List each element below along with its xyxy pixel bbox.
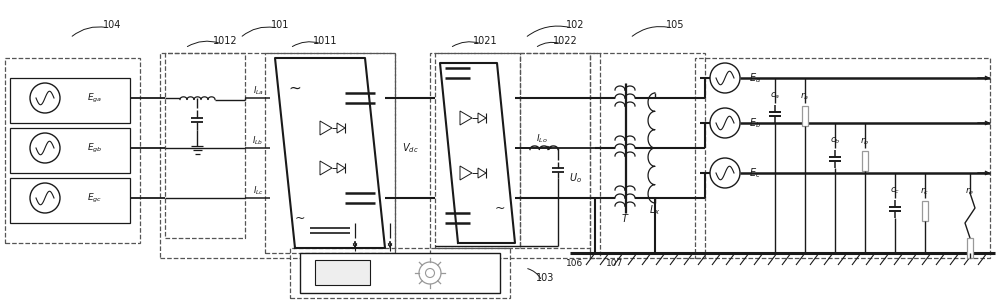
Text: $E_c$: $E_c$ xyxy=(749,166,761,180)
Polygon shape xyxy=(337,163,345,173)
Bar xyxy=(10,128,130,173)
Polygon shape xyxy=(320,121,332,135)
Polygon shape xyxy=(320,161,332,175)
Text: 105: 105 xyxy=(666,20,684,30)
Text: $r_c$: $r_c$ xyxy=(920,185,930,197)
Bar xyxy=(435,53,520,248)
Bar xyxy=(967,238,973,258)
Text: $r_b$: $r_b$ xyxy=(860,135,870,147)
Polygon shape xyxy=(460,111,472,125)
Bar xyxy=(922,201,928,221)
Text: $E_b$: $E_b$ xyxy=(749,116,761,130)
Bar xyxy=(590,53,705,258)
Text: ~: ~ xyxy=(295,211,305,225)
Text: 1011: 1011 xyxy=(313,36,337,46)
Text: $r_e$: $r_e$ xyxy=(965,185,975,197)
Text: $E_{ga}$: $E_{ga}$ xyxy=(87,92,103,105)
Bar xyxy=(695,58,990,258)
Text: $U_o$: $U_o$ xyxy=(569,171,581,185)
Bar xyxy=(315,260,370,285)
Polygon shape xyxy=(478,113,486,123)
Text: $I_{La}$: $I_{La}$ xyxy=(253,85,263,97)
Bar xyxy=(802,106,808,126)
Text: $I_{Lc}$: $I_{Lc}$ xyxy=(253,185,263,197)
Text: 1021: 1021 xyxy=(473,36,497,46)
Text: 101: 101 xyxy=(271,20,289,30)
Polygon shape xyxy=(337,123,345,133)
Bar xyxy=(160,53,395,258)
Text: $V_{dc}$: $V_{dc}$ xyxy=(402,141,418,155)
Bar xyxy=(265,53,395,253)
Bar xyxy=(430,53,600,258)
Text: $L_x$: $L_x$ xyxy=(649,203,661,217)
Text: $c_a$: $c_a$ xyxy=(770,91,780,101)
Text: 103: 103 xyxy=(536,273,554,283)
Text: $E_a$: $E_a$ xyxy=(749,71,761,85)
Text: $E_{gc}$: $E_{gc}$ xyxy=(87,191,103,205)
Bar xyxy=(290,248,510,298)
Polygon shape xyxy=(478,168,486,178)
Text: $I_{Lb}$: $I_{Lb}$ xyxy=(252,135,264,147)
Bar xyxy=(10,178,130,223)
Text: 102: 102 xyxy=(566,20,584,30)
Text: $c_c$: $c_c$ xyxy=(890,186,900,196)
Text: 1022: 1022 xyxy=(553,36,577,46)
Text: $T$: $T$ xyxy=(621,212,629,224)
Text: 1012: 1012 xyxy=(213,36,237,46)
Text: ~: ~ xyxy=(289,81,301,95)
Bar xyxy=(5,58,140,243)
Text: $I_{Lo}$: $I_{Lo}$ xyxy=(536,133,548,145)
Text: $E_{gb}$: $E_{gb}$ xyxy=(87,142,103,155)
Polygon shape xyxy=(460,166,472,180)
Bar xyxy=(300,253,500,293)
Bar xyxy=(165,53,245,238)
Text: ~: ~ xyxy=(495,201,505,215)
Text: $c_b$: $c_b$ xyxy=(830,136,840,146)
Bar xyxy=(520,53,590,248)
Text: $r_a$: $r_a$ xyxy=(800,90,810,102)
Bar xyxy=(10,78,130,123)
Polygon shape xyxy=(275,58,385,248)
Text: 104: 104 xyxy=(103,20,121,30)
Text: 107: 107 xyxy=(606,258,624,268)
Text: //: // xyxy=(327,267,333,277)
Text: 106: 106 xyxy=(566,258,584,268)
Polygon shape xyxy=(440,63,515,243)
Bar xyxy=(862,151,868,171)
